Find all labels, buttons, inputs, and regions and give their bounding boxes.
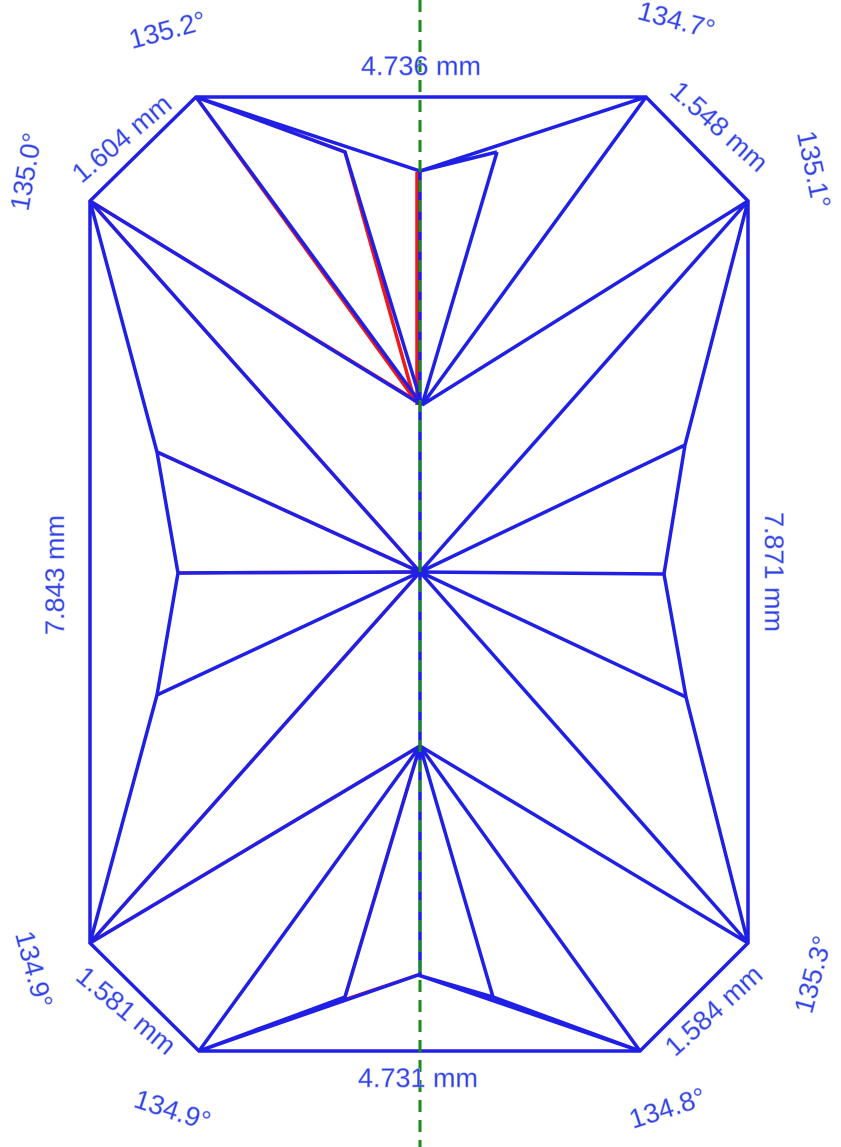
length-left: 7.843 mm [40,515,70,635]
corner-length: 1.581 mm [71,960,182,1060]
angle: 135.1° [791,128,837,211]
angle: 135.2° [126,6,209,55]
angle: 134.7° [635,0,718,45]
angle: 135.3° [789,933,838,1016]
angle: 135.0° [5,130,48,212]
corner-length: 1.548 mm [665,75,774,178]
width-bottom: 4.731 mm [358,1063,478,1093]
width-top: 4.736 mm [361,51,481,81]
length-right: 7.871 mm [759,512,789,632]
angle: 134.8° [626,1082,710,1135]
angle: 134.9° [9,928,58,1011]
angle: 134.9° [131,1084,215,1137]
corner-length: 1.584 mm [659,959,768,1062]
corner-length: 1.604 mm [66,88,177,188]
